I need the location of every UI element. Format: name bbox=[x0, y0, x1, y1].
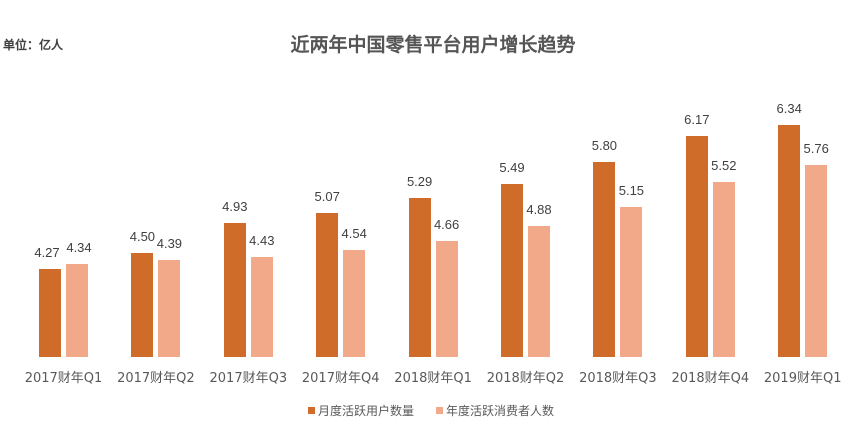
value-label: 5.07 bbox=[314, 188, 340, 204]
x-axis-tick-label: 2018财年Q2 bbox=[486, 371, 565, 386]
x-axis-tick-label: 2019财年Q1 bbox=[763, 371, 842, 386]
legend-label-annual-active: 年度活跃消费者人数 bbox=[446, 404, 555, 418]
legend-label-monthly-active: 月度活跃用户数量 bbox=[317, 404, 414, 418]
bar-annual-active bbox=[343, 249, 366, 357]
value-label: 4.43 bbox=[249, 233, 275, 249]
legend-item-monthly-active: 月度活跃用户数量 bbox=[307, 402, 414, 419]
value-label: 5.80 bbox=[591, 138, 618, 154]
legend: 月度活跃用户数量 年度活跃消费者人数 bbox=[0, 402, 862, 419]
bar-monthly-active bbox=[223, 222, 246, 357]
value-label: 5.76 bbox=[803, 140, 829, 156]
value-label: 6.34 bbox=[776, 100, 802, 116]
x-axis-tick-label: 2017财年Q4 bbox=[301, 371, 380, 386]
chart-title: 近两年中国零售平台用户增长趋势 bbox=[290, 34, 576, 56]
value-label: 4.27 bbox=[34, 244, 60, 260]
bar-monthly-active bbox=[131, 252, 154, 357]
bar-monthly-active bbox=[39, 268, 61, 357]
bar-monthly-active bbox=[685, 136, 708, 357]
bar-annual-active bbox=[620, 207, 643, 357]
value-label: 5.49 bbox=[499, 159, 525, 175]
x-axis-tick-label: 2017财年Q3 bbox=[209, 371, 288, 386]
value-label: 4.34 bbox=[66, 239, 92, 255]
bar-monthly-active bbox=[316, 212, 339, 357]
bar-annual-active bbox=[66, 263, 88, 357]
bar-annual-active bbox=[435, 241, 458, 357]
bar-annual-active bbox=[805, 164, 828, 357]
x-axis-tick-label: 2017财年Q1 bbox=[24, 371, 103, 386]
value-label: 6.17 bbox=[684, 112, 710, 128]
legend-swatch-monthly-active bbox=[307, 407, 315, 414]
x-axis-tick-label: 2017财年Q2 bbox=[117, 371, 195, 386]
legend-swatch-annual-active bbox=[436, 407, 443, 414]
bar-annual-active bbox=[528, 226, 550, 357]
x-axis-tick-label: 2018财年Q1 bbox=[394, 371, 472, 386]
value-label: 5.15 bbox=[618, 183, 645, 199]
value-label: 4.88 bbox=[526, 202, 552, 218]
bar-annual-active bbox=[158, 260, 181, 357]
bar-monthly-active bbox=[501, 183, 523, 357]
value-label: 5.29 bbox=[406, 173, 433, 189]
value-label: 4.93 bbox=[222, 198, 248, 214]
value-label: 4.39 bbox=[156, 236, 183, 252]
value-label: 4.50 bbox=[129, 228, 156, 244]
legend-item-annual-active: 年度活跃消费者人数 bbox=[436, 402, 554, 419]
value-label: 4.66 bbox=[433, 217, 460, 233]
bar-annual-active bbox=[712, 181, 735, 357]
value-label: 5.52 bbox=[711, 157, 737, 173]
x-axis-tick-label: 2018财年Q3 bbox=[579, 371, 657, 386]
x-axis-tick-label: 2018财年Q4 bbox=[671, 371, 750, 386]
bar-monthly-active bbox=[778, 124, 801, 357]
bar-monthly-active bbox=[593, 162, 616, 357]
bar-annual-active bbox=[250, 257, 273, 357]
unit-label: 单位：亿人 bbox=[3, 38, 64, 52]
bar-monthly-active bbox=[408, 197, 431, 357]
value-label: 4.54 bbox=[341, 225, 367, 241]
